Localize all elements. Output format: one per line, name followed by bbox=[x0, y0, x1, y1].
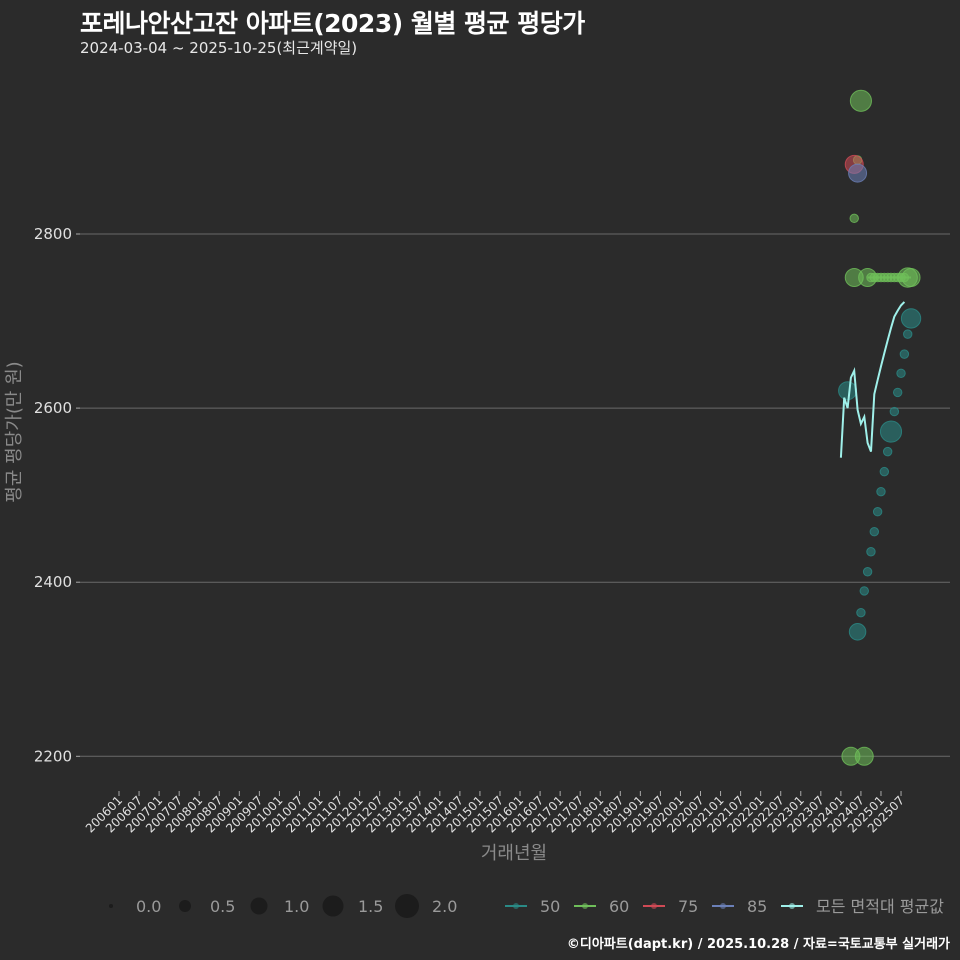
data-point bbox=[896, 368, 906, 378]
color-legend: 50 60 75 85 모든 면적대 평균값 bbox=[505, 897, 944, 916]
color-legend-label: 모든 면적대 평균값 bbox=[816, 897, 944, 916]
size-legend-label: 1.0 bbox=[284, 897, 309, 916]
color-legend-dot bbox=[513, 903, 519, 909]
color-legend-dot bbox=[720, 903, 726, 909]
data-point bbox=[866, 547, 876, 557]
data-point bbox=[899, 349, 910, 359]
data-point bbox=[859, 586, 869, 596]
data-point bbox=[900, 308, 922, 329]
data-point bbox=[882, 446, 893, 457]
size-legend-label: 2.0 bbox=[432, 897, 457, 916]
color-legend-label: 50 bbox=[540, 897, 560, 916]
y-tick-label: 2600 bbox=[34, 399, 72, 417]
average-line-path bbox=[839, 301, 906, 458]
data-point bbox=[872, 506, 883, 517]
x-axis: 2006012006072007012007072008012008072009… bbox=[83, 791, 907, 836]
data-point bbox=[862, 567, 873, 577]
color-legend-label: 85 bbox=[747, 897, 767, 916]
data-point bbox=[854, 746, 874, 766]
x-axis-label: 거래년월 bbox=[481, 843, 547, 864]
data-point bbox=[848, 623, 867, 641]
size-legend-key bbox=[322, 895, 344, 917]
color-legend-dot bbox=[789, 903, 795, 909]
data-point bbox=[838, 381, 858, 401]
y-axis-label: 평균 평당가(만 원) bbox=[4, 361, 25, 502]
size-legend-key bbox=[109, 904, 113, 908]
size-legend-label: 0.5 bbox=[210, 897, 235, 916]
data-point bbox=[902, 329, 913, 339]
data-point bbox=[876, 486, 886, 497]
average-line bbox=[839, 301, 906, 458]
y-axis: 2200 2400 2600 2800 bbox=[34, 225, 80, 765]
size-legend-key bbox=[250, 897, 268, 915]
color-legend-dot bbox=[582, 903, 588, 909]
data-point bbox=[869, 526, 880, 537]
y-tick-label: 2200 bbox=[34, 747, 72, 765]
y-tick-label: 2400 bbox=[34, 573, 72, 591]
color-legend-label: 75 bbox=[678, 897, 698, 916]
data-point bbox=[856, 607, 866, 618]
data-point bbox=[848, 163, 868, 183]
data-point bbox=[879, 420, 903, 443]
chart-title: 포레나안산고잔 아파트(2023) 월별 평균 평당가 bbox=[80, 9, 585, 38]
gridlines bbox=[80, 233, 950, 757]
data-point bbox=[879, 466, 890, 477]
data-point bbox=[889, 406, 900, 417]
source-caption: ©디아파트(dapt.kr) / 2025.10.28 / 자료=국토교통부 실… bbox=[566, 937, 950, 952]
size-legend-label: 0.0 bbox=[136, 897, 161, 916]
size-legend-label: 1.5 bbox=[358, 897, 383, 916]
y-tick-label: 2800 bbox=[34, 225, 72, 243]
data-point bbox=[849, 213, 859, 224]
data-point bbox=[849, 89, 872, 112]
color-legend-label: 60 bbox=[609, 897, 629, 916]
color-legend-dot bbox=[651, 903, 657, 909]
size-legend-key bbox=[179, 900, 191, 912]
data-points bbox=[838, 89, 922, 766]
size-legend: 0.0 0.5 1.0 1.5 2.0 bbox=[109, 894, 457, 918]
chart-subtitle: 2024-03-04 ~ 2025-10-25(최근계약일) bbox=[80, 39, 358, 57]
data-point bbox=[892, 387, 903, 398]
size-legend-key bbox=[395, 894, 419, 918]
